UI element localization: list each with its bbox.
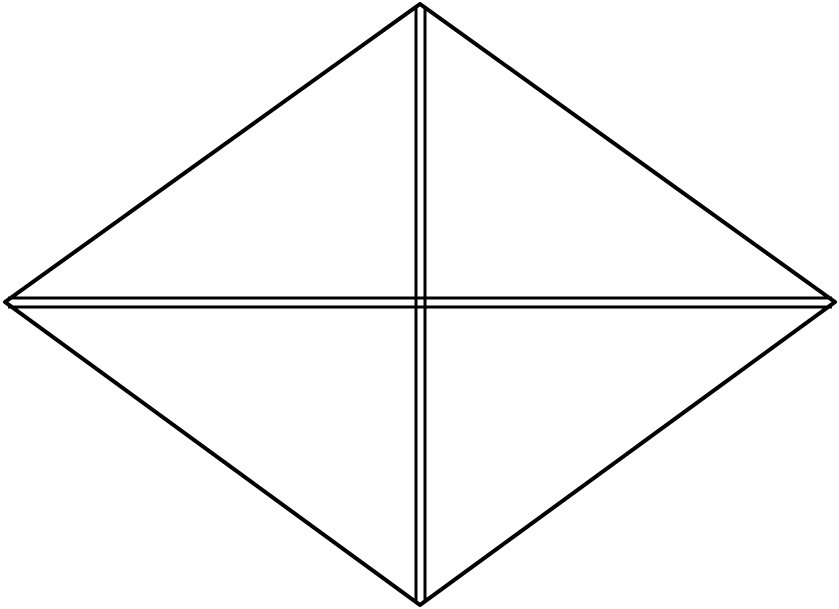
center-crossing-gap [417, 299, 424, 306]
rhombus-outline [3, 2, 837, 607]
